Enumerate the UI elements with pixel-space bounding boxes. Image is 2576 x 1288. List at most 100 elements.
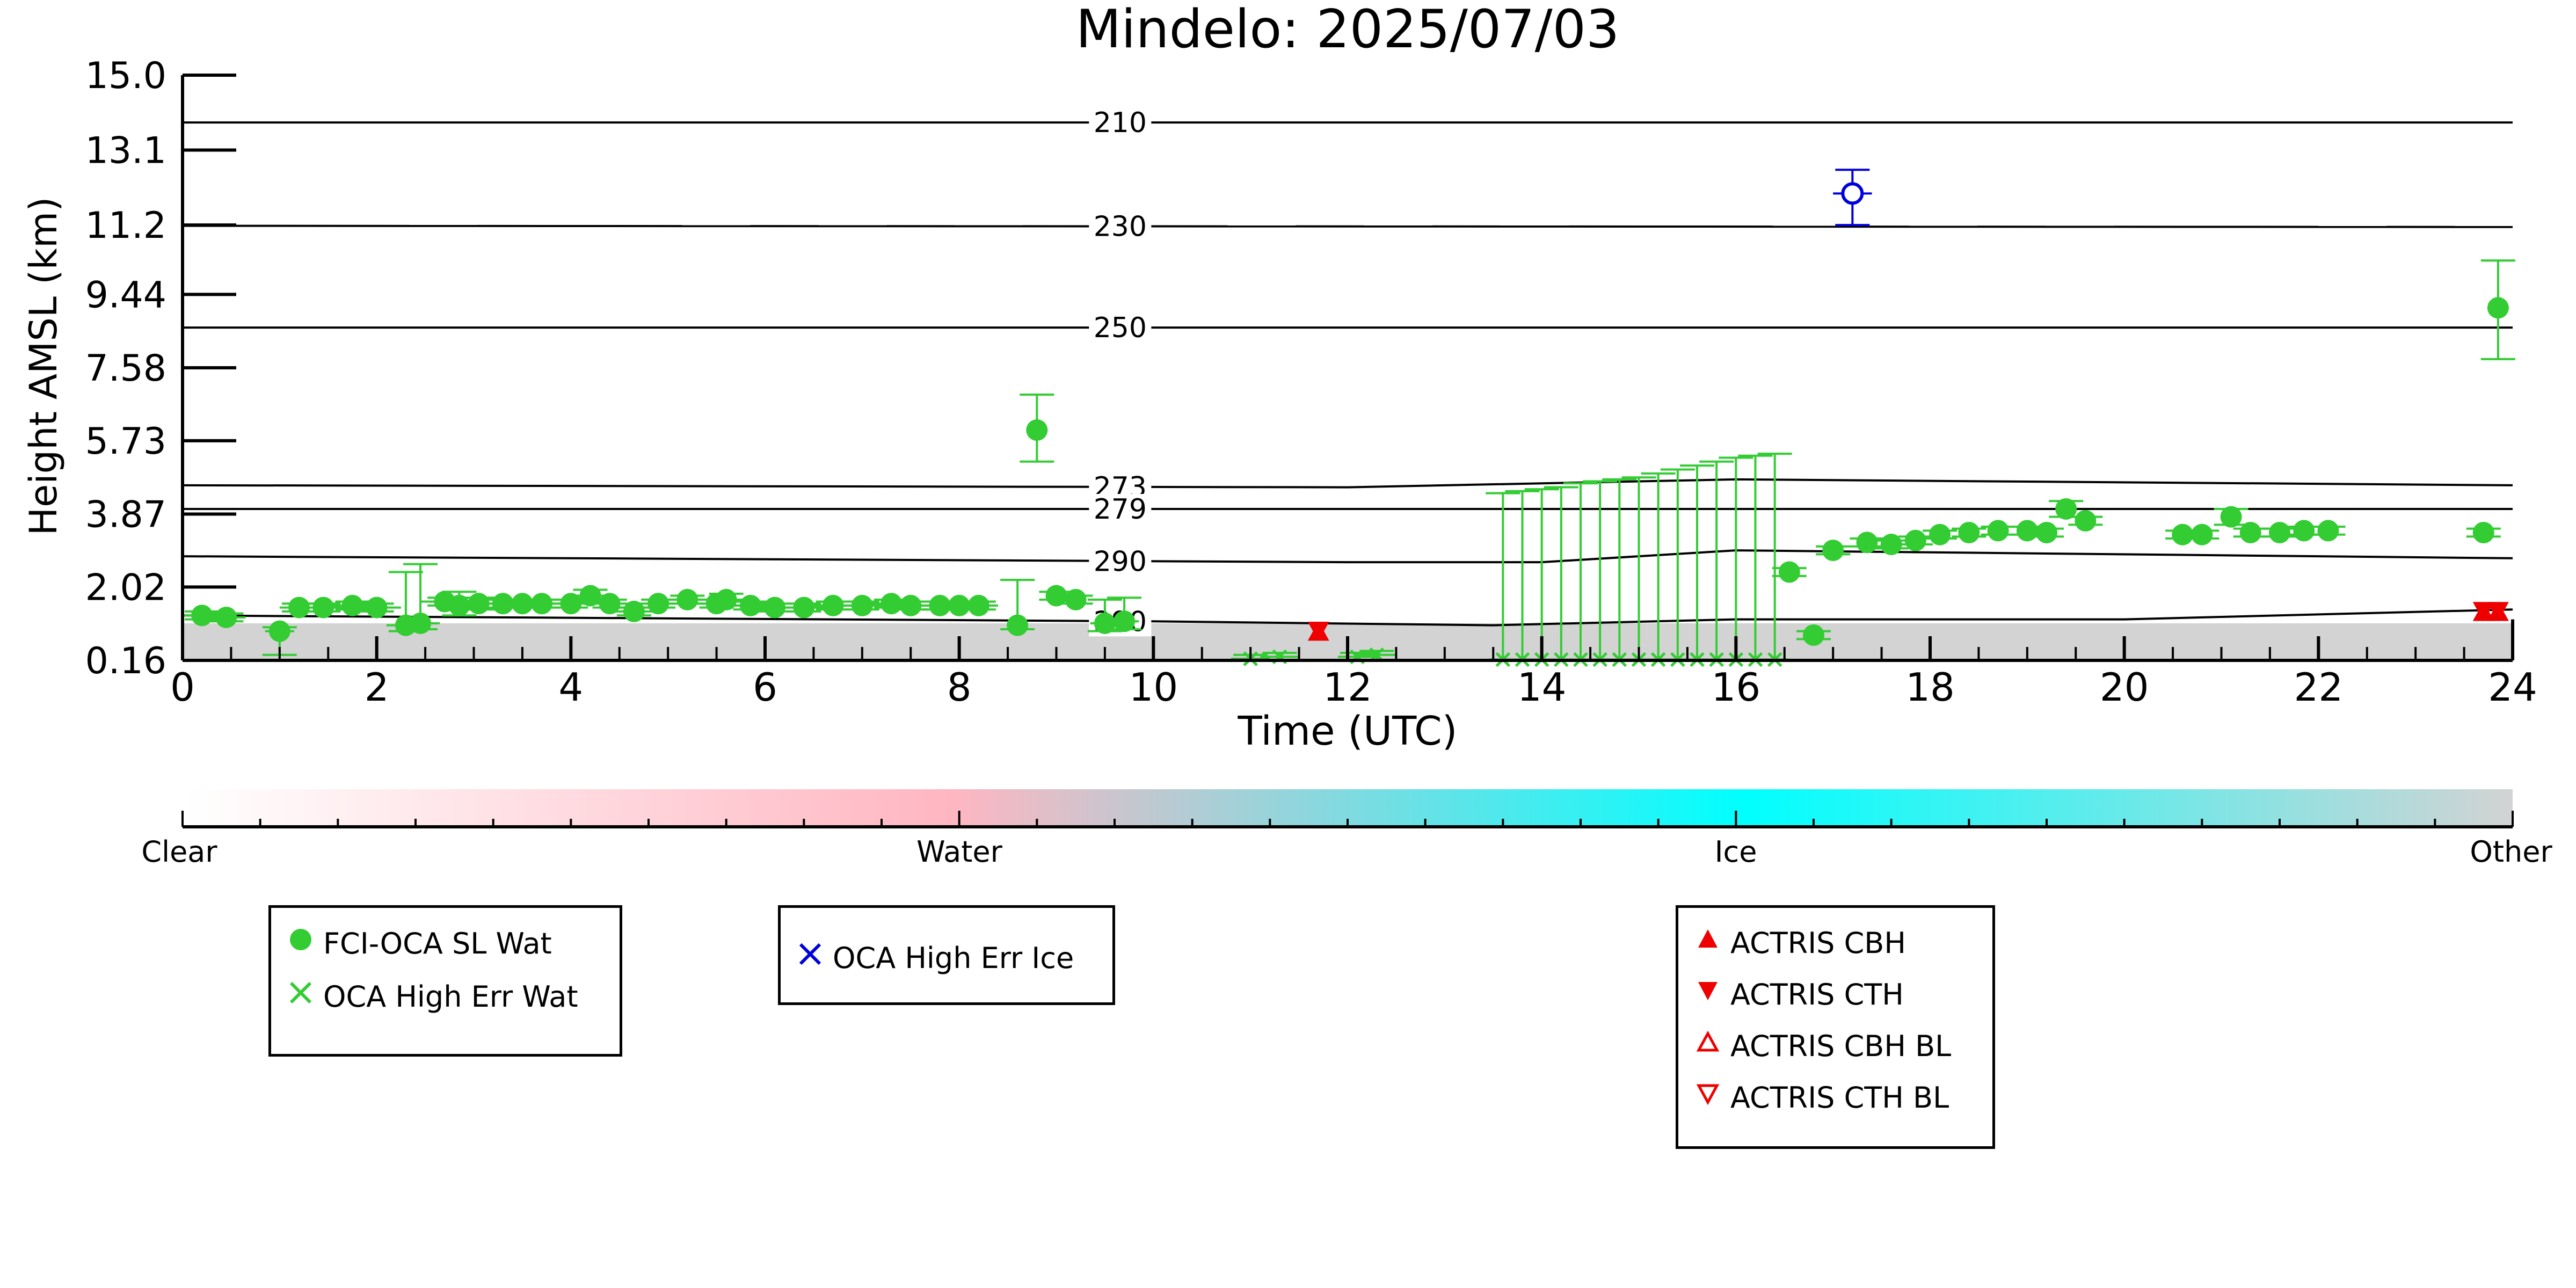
- y-tick-label: 5.73: [85, 420, 166, 463]
- data-point: [2036, 522, 2057, 544]
- series-actris-cth: [1307, 602, 2509, 641]
- colorbar-label-ice: Ice: [1715, 835, 1757, 869]
- chart-title: Mindelo: 2025/07/03: [1076, 0, 1620, 60]
- filled-circle-icon: [286, 928, 316, 958]
- colorbar-label-other: Other: [2470, 835, 2552, 869]
- legend-entry-oca-high-err-ice: OCA High Err Ice: [795, 939, 1074, 977]
- data-point: [1065, 588, 1087, 610]
- legend-label: ACTRIS CTH: [1730, 977, 1904, 1012]
- data-point: [215, 606, 237, 628]
- isotherm-label: 250: [1094, 312, 1147, 344]
- isotherm-line-273: [182, 478, 2513, 489]
- y-tick-label: 9.44: [85, 274, 166, 316]
- data-point: [1026, 419, 1048, 441]
- isotherm-label: 230: [1094, 210, 1147, 243]
- y-tick-label: 7.58: [85, 347, 166, 390]
- data-point: [2317, 520, 2339, 542]
- data-point: [268, 620, 290, 642]
- legend-ice: OCA High Err Ice: [778, 905, 1115, 1005]
- x-tick-label: 20: [2100, 665, 2149, 710]
- data-point: [312, 596, 334, 618]
- data-point: [560, 593, 582, 615]
- x-tick-label: 2: [365, 665, 389, 710]
- triangle-down-icon: [1693, 979, 1723, 1009]
- data-point: [2472, 522, 2494, 544]
- series-oca-high-err-wat: [1231, 453, 1792, 667]
- legend-label: ACTRIS CBH BL: [1730, 1029, 1952, 1063]
- legend-entry-actris-cth-bl: ACTRIS CTH BL: [1693, 1079, 1949, 1116]
- legend-actris: ACTRIS CBH ACTRIS CTH ACTRIS CBH BL ACTR…: [1676, 905, 1995, 1149]
- data-point: [1904, 529, 1926, 551]
- data-point: [288, 596, 310, 618]
- x-tick-label: 12: [1323, 665, 1372, 710]
- colorbar-label-clear: Clear: [141, 835, 217, 869]
- data-point: [715, 588, 737, 610]
- legend-entry-actris-cbh: ACTRIS CBH: [1693, 924, 1906, 962]
- isotherm-label: 210: [1094, 107, 1147, 139]
- x-tick-label: 24: [2488, 665, 2537, 710]
- isotherm-line-290: [182, 608, 2513, 627]
- data-point: [579, 585, 601, 607]
- y-tick-label: 0.16: [85, 640, 166, 682]
- data-point: [900, 594, 922, 616]
- data-point: [2220, 506, 2242, 528]
- legend-water: FCI-OCA SL Wat OCA High Err Wat: [268, 905, 622, 1057]
- data-point: [1803, 624, 1824, 646]
- legend-label: ACTRIS CTH BL: [1730, 1080, 1949, 1115]
- data-point: [599, 593, 621, 615]
- isotherm-line-230: [182, 224, 2513, 228]
- data-point: [1856, 532, 1878, 554]
- data-point: [1841, 182, 1864, 205]
- x-tick-label: 6: [753, 665, 777, 710]
- y-tick-label: 15.0: [85, 55, 166, 97]
- legend-entry-actris-cth: ACTRIS CTH: [1693, 976, 1904, 1013]
- data-point: [2487, 297, 2509, 319]
- isotherm-line-290: [182, 549, 2513, 564]
- y-tick-label: 2.02: [85, 566, 166, 609]
- data-point: [851, 594, 873, 616]
- isotherm-label-bg: [1089, 107, 1152, 138]
- data-point: [1929, 523, 1951, 545]
- y-axis-label: Height AMSL (km): [21, 197, 66, 536]
- x-axis-label: Time (UTC): [1237, 708, 1457, 754]
- data-point: [468, 593, 490, 615]
- isotherm-label: 290: [1094, 545, 1147, 578]
- isotherm-label: 279: [1094, 493, 1147, 526]
- y-tick-label: 13.1: [85, 130, 166, 172]
- data-point: [1987, 520, 2009, 542]
- data-point: [2239, 522, 2261, 544]
- data-point: [2472, 602, 2494, 622]
- data-point: [2487, 602, 2509, 622]
- data-point: [2075, 510, 2097, 532]
- data-point: [822, 594, 844, 616]
- data-point: [1045, 585, 1067, 607]
- data-point: [647, 593, 670, 615]
- x-marker-icon: [286, 981, 316, 1012]
- data-point: [410, 612, 432, 634]
- x-tick-label: 22: [2294, 665, 2344, 710]
- x-tick-label: 8: [947, 665, 972, 710]
- x-tick-label: 16: [1712, 665, 1761, 710]
- x-tick-label: 4: [558, 665, 583, 710]
- data-point: [1958, 522, 1980, 544]
- legend-label: ACTRIS CBH: [1730, 926, 1906, 960]
- data-point: [2269, 522, 2290, 544]
- x-tick-label: 18: [1905, 665, 1955, 710]
- data-point: [793, 596, 815, 618]
- legend-label: OCA High Err Wat: [323, 979, 578, 1014]
- data-point: [2016, 520, 2038, 542]
- data-point: [967, 594, 989, 616]
- data-point: [764, 596, 786, 618]
- y-tick-label: 11.2: [85, 205, 166, 247]
- x-tick-label: 10: [1129, 665, 1178, 710]
- x-tick-label: 0: [170, 665, 195, 710]
- colorbar-ticks: [181, 811, 2514, 827]
- data-point: [881, 593, 903, 615]
- isotherm-label-bg: [1089, 493, 1152, 524]
- x-marker-icon: [795, 943, 825, 973]
- data-point: [1114, 610, 1136, 632]
- isotherm-label-bg: [1089, 211, 1152, 242]
